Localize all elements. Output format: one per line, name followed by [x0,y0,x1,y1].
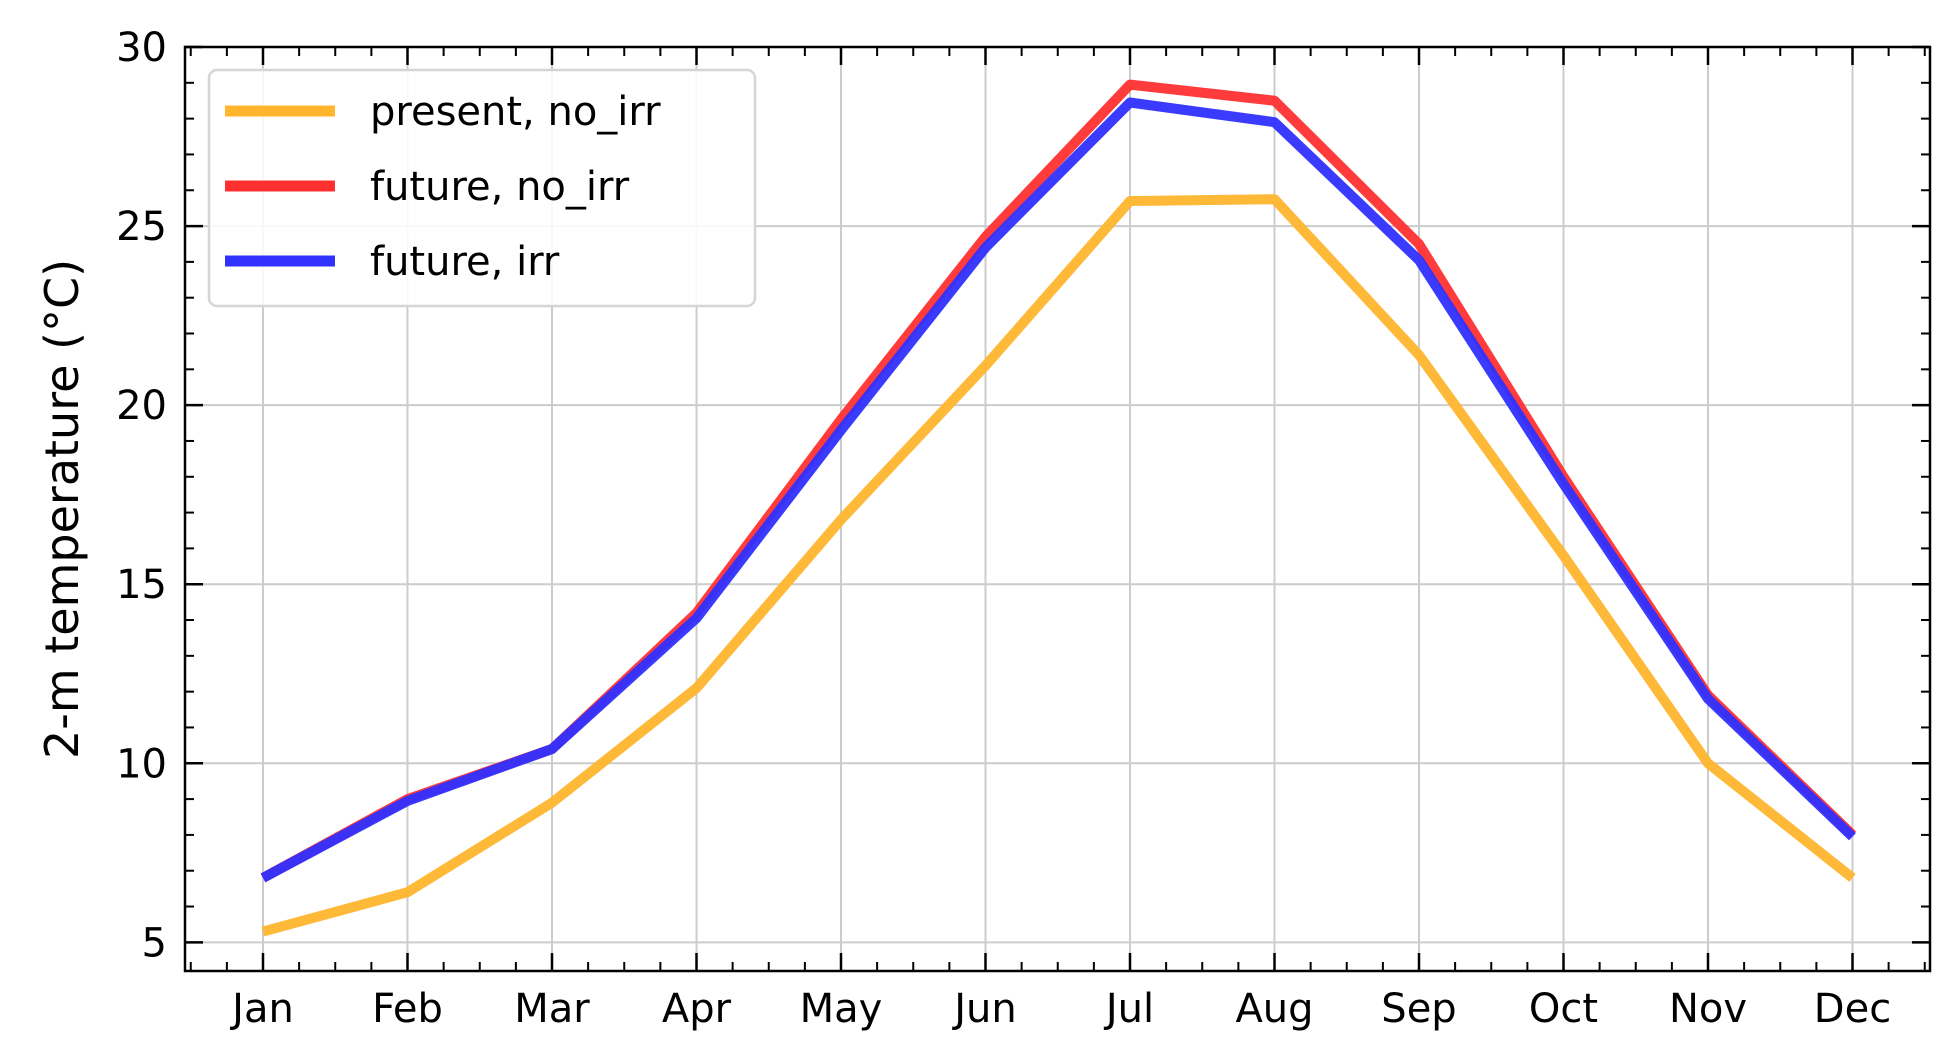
y-tick-label: 5 [142,920,167,966]
x-tick-label: Dec [1814,986,1891,1032]
x-tick-label: Feb [372,986,443,1032]
x-tick-label: May [800,986,883,1032]
legend-label: future, no_irr [370,164,630,210]
legend-label: present, no_irr [370,89,661,135]
x-tick-label: Jan [229,986,294,1032]
y-axis-label: 2-m temperature (°C) [35,259,89,759]
series-line-1 [261,194,1856,937]
y-tick-label: 30 [116,25,167,71]
x-tick-label: Aug [1235,986,1313,1032]
x-tick-label: Jul [1103,986,1154,1032]
axis-ticks [185,45,1930,971]
y-tick-label: 20 [116,383,167,429]
x-tick-label: Sep [1381,986,1456,1032]
y-tick-label: 10 [116,741,167,787]
grid-lines [185,47,1930,971]
x-tick-labels: Jan Feb Mar Apr May Jun Jul Aug Sep Oct Nov Dec [229,986,1891,1032]
legend-label: future, irr [370,239,560,285]
x-tick-label: Jun [951,986,1017,1032]
y-tick-labels: 5 10 15 20 25 30 [116,25,167,966]
legend: present, no_irr future, no_irr future, irr [207,68,757,308]
x-tick-label: Apr [662,986,732,1032]
legend-box [207,68,757,308]
y-tick-label: 15 [116,562,167,608]
series-lines [260,79,1856,937]
x-tick-label: Nov [1669,986,1747,1032]
series-line-3 [260,97,1856,883]
y-tick-label: 25 [116,204,167,250]
x-tick-label: Mar [514,986,590,1032]
x-tick-label: Oct [1529,986,1598,1032]
